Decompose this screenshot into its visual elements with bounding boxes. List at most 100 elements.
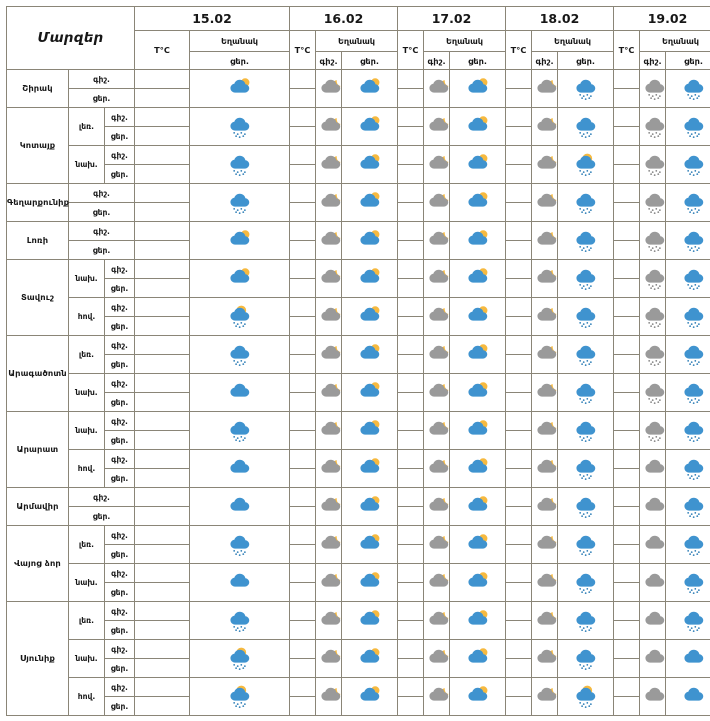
daypart-day-cell: ցեր.: [105, 279, 135, 298]
temp-night-19-02: [614, 108, 640, 127]
daypart-day-cell: ցեր.: [105, 545, 135, 564]
temp-night-19-02: [614, 488, 640, 507]
zone-label-cell: նախ.: [69, 412, 105, 450]
temp-night-15-02: [135, 298, 190, 317]
weather-icon-day-blue-cloud-snow: [666, 146, 710, 184]
weather-icon-day-blue-sun-cloud-snow: [558, 146, 614, 184]
weather-icon-day-blue-cloud-sun: [342, 146, 398, 184]
temp-day-18-02: [506, 469, 532, 488]
weather-icon-day-blue-cloud-sun: [342, 640, 398, 678]
date-header-18-02: 18.02: [506, 7, 614, 31]
weather-icon-day-blue-cloud-snow: [666, 222, 710, 260]
temp-day-19-02: [614, 393, 640, 412]
temp-header-0: T°C: [135, 31, 190, 70]
zone-label-cell: նախ.: [69, 260, 105, 298]
temp-day-15-02: [135, 89, 190, 108]
daypart-night-cell: գիշ.: [105, 298, 135, 317]
weather-icon-day-blue-cloud-sun: [450, 108, 506, 146]
weather-icon-night-gray-cloud-moon: [316, 260, 342, 298]
temp-day-19-02: [614, 317, 640, 336]
temp-day-16-02: [290, 165, 316, 184]
zone-label-cell: լեռ.: [69, 602, 105, 640]
temp-day-15-02: [135, 507, 190, 526]
weather-icon-night-gray-cloud: [640, 564, 666, 602]
temp-night-18-02: [506, 488, 532, 507]
temp-day-15-02: [135, 241, 190, 260]
weather-icon-night-gray-cloud-snow: [640, 108, 666, 146]
temp-night-18-02: [506, 336, 532, 355]
weather-icon-night-gray-cloud-moon: [316, 222, 342, 260]
temp-day-18-02: [506, 355, 532, 374]
weather-icon-day-blue-cloud-sun: [342, 602, 398, 640]
temp-day-19-02: [614, 697, 640, 716]
weather-icon-night-gray-cloud-moon: [532, 184, 558, 222]
weather-icon-night-gray-cloud-moon: [316, 564, 342, 602]
daypart-night-cell: գիշ.: [105, 108, 135, 127]
daypart-night-cell: գիշ.: [69, 184, 135, 203]
weather-header-4: Եղանակ: [640, 31, 710, 52]
temp-night-17-02: [398, 298, 424, 317]
weather-icon-blue-sun-cloud-snow: [190, 678, 290, 716]
region-name-cell: Շիրակ: [7, 70, 69, 108]
temp-day-18-02: [506, 659, 532, 678]
weather-icon-day-blue-cloud-snow: [666, 602, 710, 640]
temp-night-17-02: [398, 108, 424, 127]
weather-icon-night-gray-cloud-moon: [532, 564, 558, 602]
weather-icon-day-blue-cloud-snow: [558, 70, 614, 108]
temp-night-18-02: [506, 450, 532, 469]
temp-night-16-02: [290, 488, 316, 507]
temp-day-19-02: [614, 621, 640, 640]
weather-icon-blue-cloud: [190, 488, 290, 526]
temp-header-3: T°C: [506, 31, 532, 70]
temp-night-17-02: [398, 336, 424, 355]
daypart-night-cell: գիշ.: [105, 602, 135, 621]
temp-night-19-02: [614, 450, 640, 469]
daypart-night-cell: գիշ.: [105, 564, 135, 583]
temp-day-16-02: [290, 89, 316, 108]
weather-icon-day-blue-cloud-snow: [666, 184, 710, 222]
weather-icon-day-blue-cloud-snow: [666, 564, 710, 602]
weather-icon-day-blue-cloud-sun: [450, 184, 506, 222]
daypart-day-cell: ցեր.: [105, 697, 135, 716]
date-header-15-02: 15.02: [135, 7, 290, 31]
weather-icon-night-gray-cloud-moon: [532, 488, 558, 526]
temp-day-17-02: [398, 507, 424, 526]
temp-day-15-02: [135, 317, 190, 336]
temp-day-18-02: [506, 507, 532, 526]
temp-day-18-02: [506, 203, 532, 222]
temp-night-19-02: [614, 678, 640, 697]
temp-day-17-02: [398, 621, 424, 640]
weather-icon-day-blue-cloud-sun: [450, 602, 506, 640]
weather-icon-day-blue-cloud-snow: [558, 336, 614, 374]
weather-icon-blue-cloud-snow: [190, 526, 290, 564]
weather-icon-blue-sun-cloud-snow: [190, 298, 290, 336]
temp-day-16-02: [290, 697, 316, 716]
weather-icon-day-blue-cloud-snow: [666, 412, 710, 450]
weather-icon-night-gray-cloud-moon: [424, 146, 450, 184]
temp-night-19-02: [614, 222, 640, 241]
region-name-cell: Սյունիք: [7, 602, 69, 716]
temp-night-17-02: [398, 184, 424, 203]
weather-icon-day-blue-cloud-snow: [666, 488, 710, 526]
weather-icon-blue-cloud-sun: [190, 260, 290, 298]
temp-night-16-02: [290, 412, 316, 431]
weather-icon-night-gray-cloud-moon: [424, 336, 450, 374]
weather-icon-night-gray-cloud-moon: [532, 336, 558, 374]
weather-icon-day-blue-cloud-snow: [558, 222, 614, 260]
temp-day-17-02: [398, 393, 424, 412]
temp-night-16-02: [290, 602, 316, 621]
weather-icon-night-gray-cloud-snow: [640, 70, 666, 108]
weather-icon-day-blue-cloud-sun: [450, 298, 506, 336]
weather-icon-day-blue-cloud-snow: [558, 260, 614, 298]
weather-icon-day-blue-cloud-snow: [558, 488, 614, 526]
temp-night-17-02: [398, 70, 424, 89]
weather-icon-night-gray-cloud-moon: [424, 184, 450, 222]
regions-header: Մարզեր: [7, 7, 135, 70]
daypart-day-cell: ցեր.: [69, 89, 135, 108]
temp-night-18-02: [506, 564, 532, 583]
temp-day-19-02: [614, 127, 640, 146]
region-name-cell: Արմավիր: [7, 488, 69, 526]
temp-night-15-02: [135, 336, 190, 355]
